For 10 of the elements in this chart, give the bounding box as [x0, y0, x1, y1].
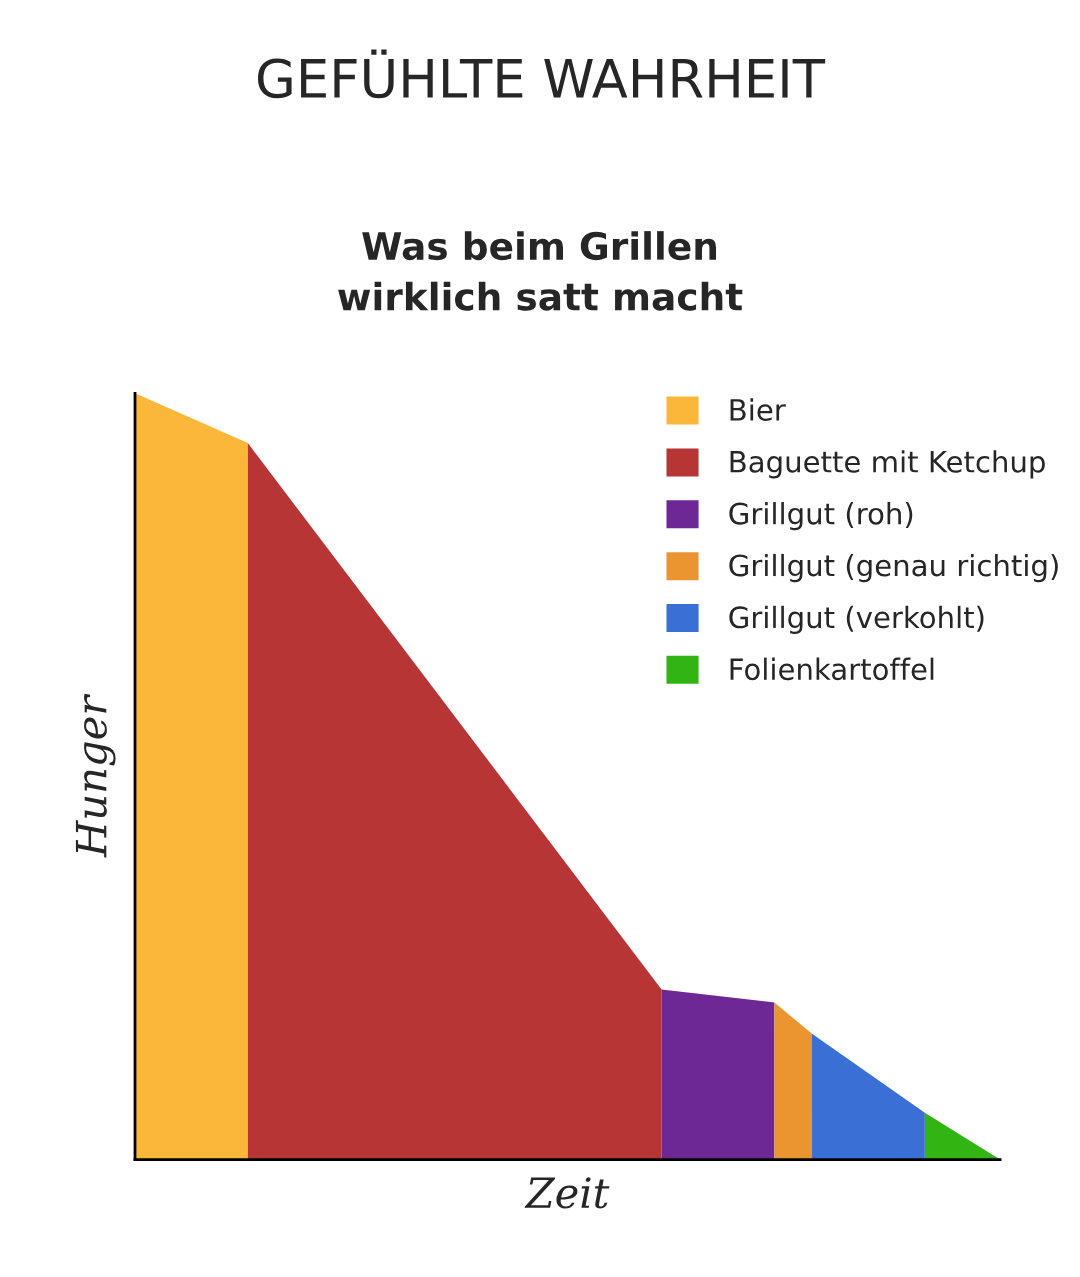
x-axis-title: Zeit [524, 1177, 610, 1209]
legend-label: Baguette mit Ketchup [730, 450, 1045, 479]
legend-label: Grillgut (roh) [729, 502, 913, 531]
legend-label: Folienkartoffel [730, 657, 934, 681]
y-axis-title: Hunger [75, 693, 116, 858]
chart-title: GEFÜHLTE WAHRHEIT [257, 49, 826, 99]
legend-label: Bier [730, 398, 786, 421]
chart-subtitle: Was beim Grillen wirklich satt macht [338, 231, 743, 311]
legend-label: Grillgut (verkohlt) [729, 605, 984, 634]
legend-label: Grillgut (genau richtig) [729, 553, 1058, 583]
